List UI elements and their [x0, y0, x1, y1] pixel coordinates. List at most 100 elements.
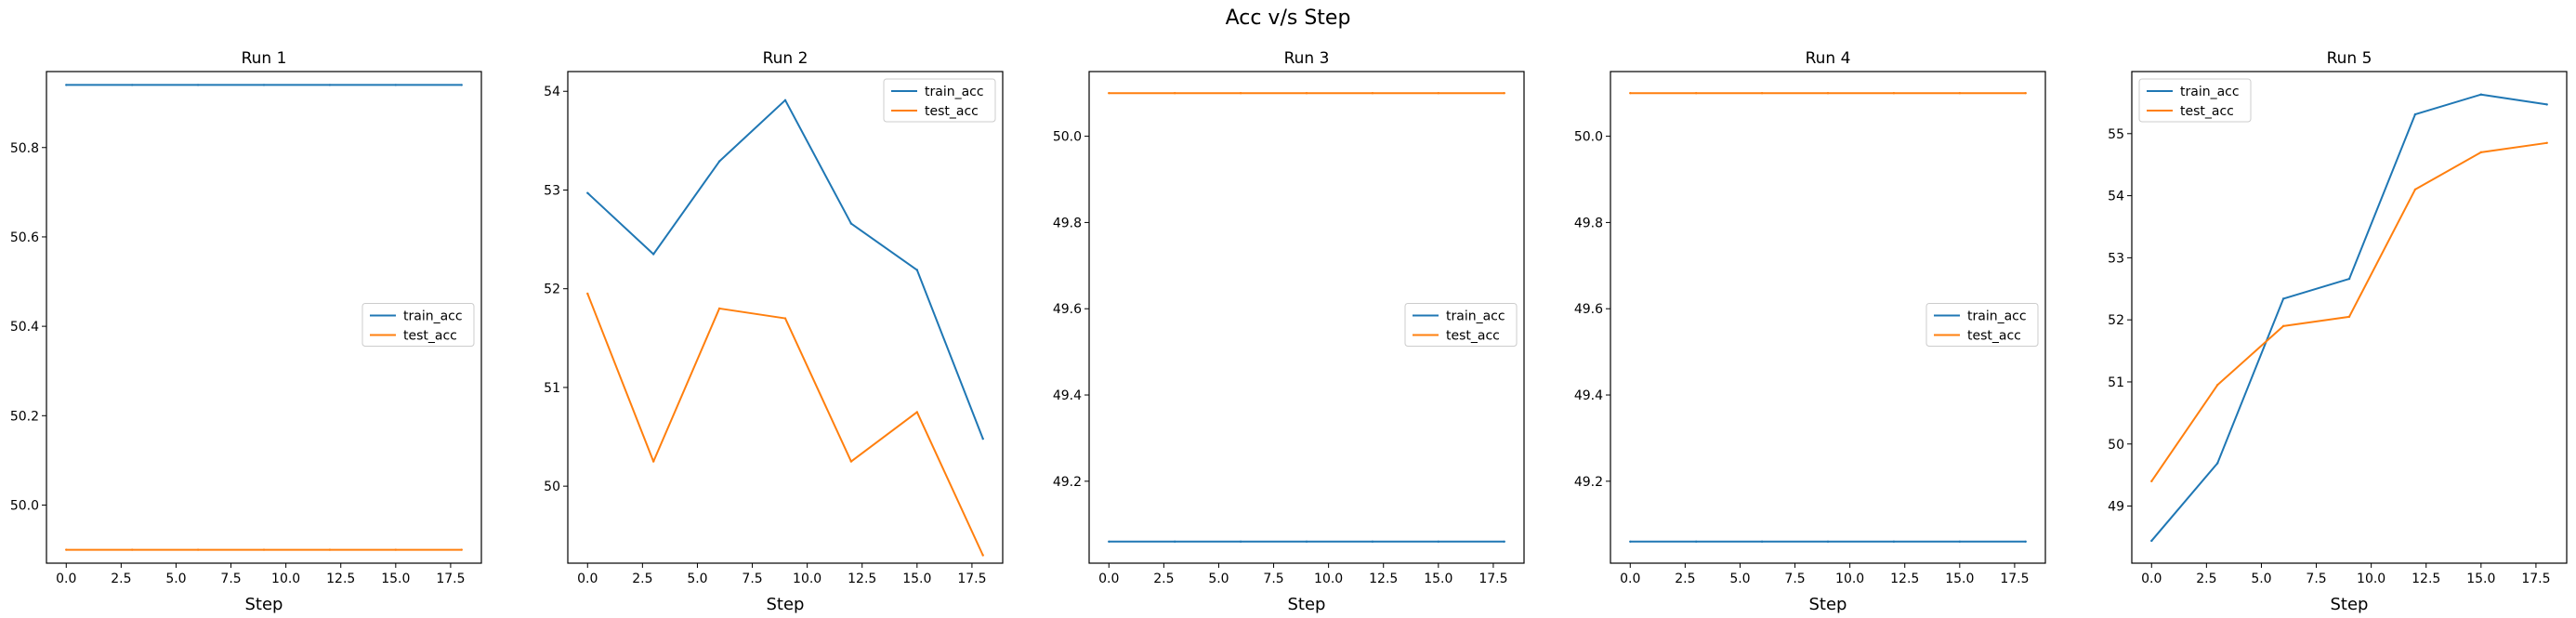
data-point-test_acc [1694, 92, 1698, 95]
x-tick-label: 0.0 [1620, 572, 1640, 586]
legend: train_acc test_acc [883, 78, 996, 123]
x-tick-label: 0.0 [2141, 572, 2162, 586]
subplot-title: Run 5 [2327, 49, 2372, 68]
data-point-train_acc [2215, 462, 2219, 465]
data-point-test_acc [130, 548, 134, 551]
data-point-train_acc [1826, 540, 1830, 543]
data-point-train_acc [328, 84, 332, 86]
y-tick-label: 50.8 [10, 141, 39, 156]
data-point-test_acc [394, 548, 398, 551]
axes-frame [1088, 71, 1525, 564]
subplot-title: Run 1 [242, 49, 287, 68]
x-tick-label: 17.5 [2000, 572, 2029, 586]
y-tick-label: 49.6 [1574, 302, 1603, 317]
x-tick-label: 10.0 [793, 572, 821, 586]
data-point-test_acc [2281, 324, 2285, 328]
subplot-title: Run 3 [1284, 49, 1330, 68]
data-point-test_acc [2413, 188, 2417, 191]
subplot-run-3: Run 3 Step 0.0 2.5 5.0 7.5 10.0 12.5 15.0 17.5 49.… [1053, 49, 1525, 614]
data-point-test_acc [1892, 92, 1896, 95]
y-tick-label: 49.2 [1574, 475, 1603, 490]
axes-frame [567, 71, 1004, 564]
data-point-train_acc [717, 160, 721, 163]
data-point-train_acc [2545, 103, 2548, 106]
x-tick-label: 15.0 [381, 572, 410, 586]
figure-title: Acc v/s Step [1226, 7, 1351, 30]
y-tick-label: 50.4 [10, 320, 39, 335]
data-point-test_acc [1958, 92, 1962, 95]
data-point-test_acc [1173, 92, 1176, 95]
y-tick-label: 50.0 [1574, 130, 1603, 145]
y-tick-label: 50 [2108, 438, 2124, 453]
subplot-run-2: Run 2 Step 0.0 2.5 5.0 7.5 10.0 12.5 15.0 17.5 50 5… [544, 49, 1004, 614]
y-tick-label: 52 [2108, 313, 2124, 328]
x-tick-label: 10.0 [1835, 572, 1864, 586]
data-point-test_acc [196, 548, 200, 551]
legend-label: train_acc [403, 309, 463, 324]
legend-label: test_acc [403, 329, 457, 344]
x-tick-label: 17.5 [957, 572, 986, 586]
data-point-test_acc [262, 548, 266, 551]
x-tick-label: 15.0 [2466, 572, 2495, 586]
data-point-train_acc [130, 84, 134, 86]
x-tick-label: 5.0 [687, 572, 707, 586]
data-point-train_acc [1694, 540, 1698, 543]
x-tick-label: 5.0 [165, 572, 186, 586]
data-point-test_acc [2545, 141, 2548, 145]
y-tick-label: 54 [544, 85, 560, 99]
x-tick-label: 17.5 [436, 572, 465, 586]
x-tick-label: 2.5 [1153, 572, 1174, 586]
data-point-train_acc [2150, 539, 2153, 543]
x-tick-label: 12.5 [2412, 572, 2440, 586]
data-point-train_acc [460, 84, 463, 86]
axes-frame [2131, 71, 2568, 564]
x-axis-label: Step [1809, 595, 1847, 614]
y-tick-label: 49.2 [1053, 475, 1082, 490]
y-tick-label: 55 [2108, 127, 2124, 142]
legend-label: train_acc [1967, 309, 2027, 324]
data-point-test_acc [1826, 92, 1830, 95]
x-tick-label: 10.0 [2357, 572, 2385, 586]
data-point-train_acc [1892, 540, 1896, 543]
y-tick-label: 50.0 [10, 498, 39, 513]
data-point-test_acc [915, 411, 919, 414]
x-tick-label: 7.5 [2306, 572, 2326, 586]
y-tick-label: 50 [544, 480, 560, 494]
data-point-test_acc [2215, 384, 2219, 387]
data-point-train_acc [1503, 540, 1505, 543]
data-point-train_acc [1958, 540, 1962, 543]
data-point-train_acc [2479, 93, 2483, 96]
data-point-test_acc [1437, 92, 1440, 95]
x-tick-label: 12.5 [326, 572, 355, 586]
data-point-test_acc [1305, 92, 1308, 95]
x-axis-label: Step [245, 595, 283, 614]
x-tick-label: 5.0 [1729, 572, 1750, 586]
axes-frame [1610, 71, 2046, 564]
y-tick-label: 53 [2108, 251, 2124, 266]
axes-frame [46, 71, 482, 564]
y-tick-label: 51 [544, 381, 560, 396]
legend-label: train_acc [2180, 85, 2240, 99]
y-tick-label: 49.6 [1053, 302, 1082, 317]
data-point-test_acc [65, 548, 68, 551]
data-point-train_acc [1371, 540, 1374, 543]
x-tick-label: 2.5 [2196, 572, 2216, 586]
data-point-test_acc [328, 548, 332, 551]
legend-label: test_acc [1446, 329, 1500, 344]
data-point-train_acc [1305, 540, 1308, 543]
x-axis-label: Step [767, 595, 805, 614]
y-tick-label: 49.8 [1053, 216, 1082, 230]
x-tick-label: 15.0 [1424, 572, 1452, 586]
data-point-test_acc [1371, 92, 1374, 95]
data-point-test_acc [2024, 92, 2027, 95]
y-tick-label: 50.0 [1053, 130, 1082, 145]
data-point-train_acc [262, 84, 266, 86]
y-tick-label: 52 [544, 283, 560, 297]
data-point-test_acc [717, 307, 721, 310]
y-tick-label: 53 [544, 183, 560, 198]
subplot-run-5: Run 5 Step 0.0 2.5 5.0 7.5 10.0 12.5 15.0 17.5 49 5… [2108, 49, 2568, 614]
x-tick-label: 12.5 [1369, 572, 1398, 586]
legend: train_acc test_acc [2138, 78, 2252, 123]
data-point-test_acc [1760, 92, 1764, 95]
data-point-train_acc [981, 437, 984, 440]
